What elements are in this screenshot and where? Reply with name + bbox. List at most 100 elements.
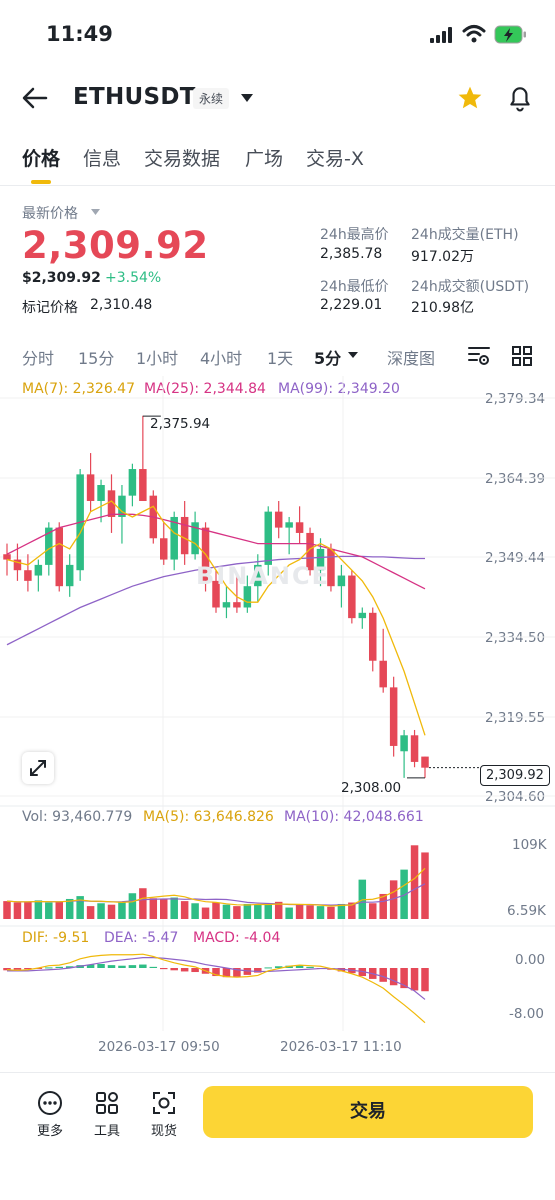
price-axis-label: 2,304.60: [485, 789, 546, 805]
high-24h-label: 24h最高价: [320, 227, 389, 243]
indicator-settings-icon[interactable]: [467, 345, 491, 367]
expand-icon: [30, 760, 46, 776]
bell-alert-icon[interactable]: [507, 84, 533, 112]
macd-bar: [170, 968, 178, 971]
candle-body: [243, 586, 252, 608]
tab-trade-x[interactable]: 交易-X: [306, 148, 364, 170]
spot-label: 现货: [150, 1124, 177, 1139]
tf-timeline[interactable]: 分时: [22, 349, 55, 368]
candle-body: [264, 511, 272, 565]
macd-axis-top: 0.00: [515, 952, 546, 968]
macd-bar: [295, 965, 304, 968]
candle-body: [170, 516, 178, 560]
tf-15m[interactable]: 15分: [78, 349, 115, 368]
volume-bar: [254, 904, 262, 919]
macd-bar: [139, 964, 147, 968]
candle-body: [3, 554, 11, 560]
volume-bar: [55, 901, 63, 919]
macd-bar: [97, 963, 105, 968]
dif-legend: DIF: -9.51: [22, 930, 90, 946]
candle-body: [139, 469, 147, 501]
mark-price: 2,310.48: [90, 297, 153, 313]
tf-depth[interactable]: 深度图: [387, 349, 436, 368]
tab-square[interactable]: 广场: [245, 148, 284, 170]
latest-price-dropdown-icon[interactable]: [90, 208, 101, 216]
price-axis-label: 2,364.39: [485, 471, 546, 487]
status-time: 11:49: [46, 22, 113, 46]
tools-button[interactable]: 工具: [87, 1090, 127, 1139]
layout-grid-icon[interactable]: [511, 345, 533, 367]
volume-bar: [264, 903, 272, 919]
ma7-line: [6, 500, 426, 736]
volume-bar: [410, 845, 419, 919]
macd-bar: [306, 966, 314, 968]
candle-body: [379, 660, 387, 688]
volume-bar: [170, 897, 178, 919]
volume-bar: [128, 893, 137, 919]
macd-bar: [274, 966, 283, 968]
vol-eth: 917.02万: [411, 249, 474, 265]
candle-body: [222, 602, 231, 608]
price-axis-label: 2,379.34: [485, 391, 546, 407]
volume-bar: [233, 906, 241, 919]
vol-axis-bottom: 6.59K: [507, 903, 546, 919]
macd-bar: [212, 968, 220, 977]
tf-1d[interactable]: 1天: [267, 349, 294, 368]
candle-body: [65, 564, 74, 587]
more-button[interactable]: 更多: [30, 1090, 70, 1139]
vol-usdt-label: 24h成交额(USDT): [411, 279, 530, 295]
more-label: 更多: [36, 1124, 63, 1139]
volume-bar: [24, 901, 32, 919]
volume-bar: [389, 880, 398, 919]
volume-bar: [400, 869, 408, 919]
volume-bar: [369, 903, 377, 919]
tf-4h[interactable]: 4小时: [200, 349, 243, 368]
symbol-title[interactable]: ETHUSDT: [73, 84, 196, 110]
macd-bar: [400, 968, 408, 989]
kline-chart[interactable]: [0, 376, 555, 1056]
vol-ma10-legend: MA(10): 42,048.661: [284, 809, 424, 825]
fullscreen-button[interactable]: [22, 752, 54, 784]
tab-trading-data[interactable]: 交易数据: [144, 148, 221, 170]
favorite-star-icon[interactable]: [457, 85, 483, 111]
candle-body: [118, 495, 126, 517]
spot-button[interactable]: 现货: [144, 1090, 184, 1139]
candle-body: [45, 527, 53, 565]
tf-more-dropdown-icon[interactable]: [347, 351, 359, 359]
candle-body: [400, 735, 408, 752]
symbol-dropdown-icon[interactable]: [240, 93, 254, 103]
macd-bar: [410, 968, 419, 991]
trade-button[interactable]: 交易: [203, 1086, 533, 1138]
tab-info[interactable]: 信息: [83, 148, 122, 170]
dea-line: [7, 957, 426, 1000]
battery-charging-icon: [494, 25, 526, 44]
volume-bar: [306, 905, 314, 919]
macd-bar: [118, 965, 126, 968]
candle-body: [97, 485, 105, 501]
usd-price: $2,309.92: [22, 270, 101, 286]
candle-body: [274, 511, 283, 528]
volume-bar: [86, 906, 95, 919]
volume-bar: [180, 901, 189, 919]
current-price-tag[interactable]: 2,309.92: [480, 765, 550, 786]
mark-price-label: 标记价格: [22, 300, 78, 316]
tf-1h[interactable]: 1小时: [136, 349, 179, 368]
tab-price[interactable]: 价格: [22, 148, 61, 170]
candle-body: [191, 522, 199, 555]
back-arrow-icon[interactable]: [22, 86, 48, 110]
volume-bar: [337, 903, 346, 919]
tf-5m-selected[interactable]: 5分: [314, 349, 342, 368]
candle-body: [34, 564, 43, 576]
macd-axis-bottom: -8.00: [509, 1006, 544, 1022]
volume-bar: [327, 906, 335, 919]
candle-body: [107, 490, 116, 517]
ma25-line: [6, 513, 426, 590]
high-annotation: 2,375.94: [150, 416, 211, 432]
candle-body: [306, 532, 314, 571]
latest-price-label[interactable]: 最新价格: [22, 206, 78, 222]
vol-ma5-line: [6, 867, 426, 907]
candle-body: [327, 548, 335, 587]
volume-bar: [65, 898, 74, 919]
macd-bar: [180, 968, 189, 972]
volume-bar: [139, 888, 147, 919]
